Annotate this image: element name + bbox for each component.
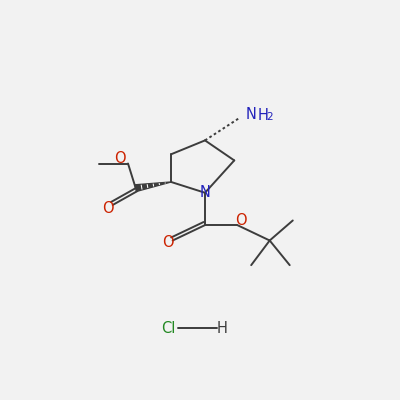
Text: H: H xyxy=(216,321,227,336)
Text: 2: 2 xyxy=(266,112,273,122)
Text: H: H xyxy=(258,108,268,123)
Text: Cl: Cl xyxy=(161,321,175,336)
Text: O: O xyxy=(162,234,174,250)
Text: O: O xyxy=(114,151,126,166)
Text: N: N xyxy=(246,107,257,122)
Text: O: O xyxy=(102,201,114,216)
Text: O: O xyxy=(236,213,247,228)
Polygon shape xyxy=(135,182,171,192)
Text: N: N xyxy=(200,185,210,200)
